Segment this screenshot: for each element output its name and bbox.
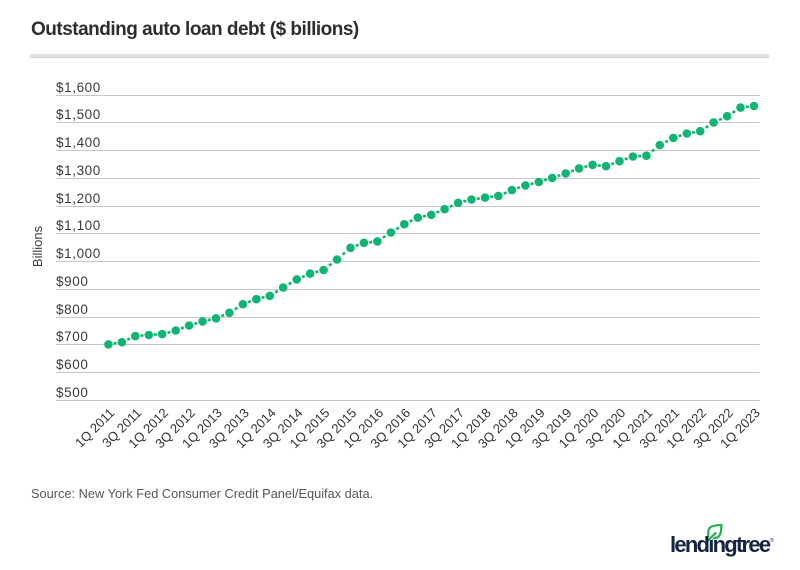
svg-text:lendıngtree: lendıngtree [670,532,771,557]
svg-text:$1,500: $1,500 [56,107,101,122]
svg-text:$1,400: $1,400 [56,135,101,150]
svg-text:®: ® [770,537,775,544]
svg-text:$900: $900 [56,274,88,289]
svg-text:$1,000: $1,000 [56,246,101,261]
svg-text:$1,200: $1,200 [56,191,101,206]
svg-text:$1,600: $1,600 [56,80,101,95]
svg-text:Billions: Billions [30,225,45,267]
svg-text:$1,300: $1,300 [56,163,101,178]
svg-text:$800: $800 [56,302,88,317]
svg-text:$1,100: $1,100 [56,218,101,233]
svg-text:$700: $700 [56,329,88,344]
svg-text:$500: $500 [56,385,88,400]
svg-text:$600: $600 [56,357,88,372]
